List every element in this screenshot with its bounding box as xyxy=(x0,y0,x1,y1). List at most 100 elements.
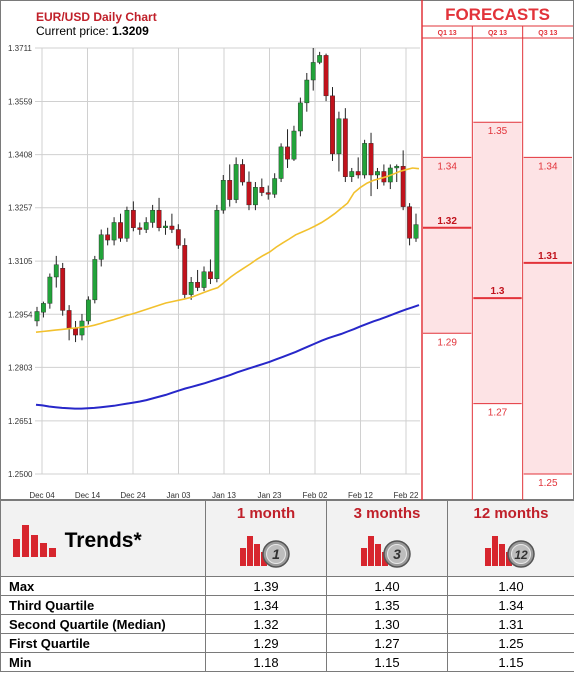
badge-inner xyxy=(511,544,531,564)
badge-number: 1 xyxy=(272,546,280,562)
candle-body xyxy=(220,180,226,211)
trends-col-3: 12 months 12 xyxy=(447,500,574,577)
candle xyxy=(105,227,111,246)
candle xyxy=(47,273,53,309)
candle-body xyxy=(259,187,265,193)
cell: 1.18 xyxy=(205,652,327,672)
candle xyxy=(34,306,40,327)
candle-body xyxy=(188,282,194,295)
candle-body xyxy=(368,143,374,176)
candle xyxy=(330,87,335,161)
forecast-level-label: 1.35 xyxy=(488,126,508,137)
row-label: Max xyxy=(0,576,206,596)
ma-short-line xyxy=(35,167,420,333)
candle xyxy=(137,222,143,235)
candle-body xyxy=(73,327,78,336)
candle-body xyxy=(227,180,233,200)
x-tick-label: Dec 04 xyxy=(29,491,55,500)
candle xyxy=(98,229,104,267)
candle-body xyxy=(143,222,149,230)
candle xyxy=(130,201,136,232)
candle-body xyxy=(124,209,130,239)
cell: 1.32 xyxy=(205,614,327,634)
candle xyxy=(169,213,175,234)
y-tick-label: 1.3711 xyxy=(8,44,32,53)
candle xyxy=(60,262,66,316)
candle xyxy=(214,204,220,283)
candle xyxy=(118,213,123,242)
bar xyxy=(361,548,367,566)
forecast-column-label: Q2 13 xyxy=(488,30,507,37)
candle xyxy=(227,164,233,207)
cell: 1.15 xyxy=(447,652,574,672)
candle-body xyxy=(265,192,271,195)
trends-col-label: 3 months xyxy=(353,505,421,522)
candle-body xyxy=(201,271,207,288)
candle-body xyxy=(285,146,290,160)
cell: 1.40 xyxy=(447,576,574,596)
candle xyxy=(265,185,271,200)
candle xyxy=(355,157,361,179)
candle xyxy=(163,220,168,235)
candle-body xyxy=(291,130,297,160)
candle-body xyxy=(355,171,361,176)
badge-number: 12 xyxy=(514,548,528,562)
candle-body xyxy=(85,299,91,322)
candle-body xyxy=(169,225,175,230)
badge-inner xyxy=(266,544,286,564)
y-axis-ticks: 1.3711 1.3559 1.3408 1.3257 1.3105 1.2954 1.28… xyxy=(8,44,33,479)
candle-body xyxy=(130,209,136,228)
candle xyxy=(175,224,181,249)
candle xyxy=(195,269,200,292)
candle-body xyxy=(317,55,323,63)
candle xyxy=(413,213,419,242)
forecast-title: FORECASTS xyxy=(445,5,550,24)
y-tick-label: 1.3559 xyxy=(8,97,33,106)
badge-inner xyxy=(387,544,407,564)
x-tick-label: Feb 02 xyxy=(303,491,328,500)
candle-body xyxy=(34,311,40,322)
forecast-level-label: 1.29 xyxy=(437,337,457,348)
trends-header-row: Trends* 1 month 1 3 months 3 12 months 12 xyxy=(0,500,574,577)
row-label: Third Quartile xyxy=(0,595,206,615)
candle-body xyxy=(253,187,258,206)
bar xyxy=(499,544,505,566)
row-label: Second Quartile (Median) xyxy=(0,614,206,634)
candle-body xyxy=(375,171,380,176)
forecast-panel: FORECASTS Q1 13 1.34 1.32 1.29 Q2 13 1.35 1.3 1.… xyxy=(421,0,573,500)
candle-body xyxy=(336,118,342,155)
candle xyxy=(233,157,239,204)
x-tick-label: Jan 13 xyxy=(212,491,237,500)
cell: 1.25 xyxy=(447,633,574,653)
table-row: Max 1.39 1.40 1.40 xyxy=(0,576,574,596)
bar-chart-badge-icon: 1 xyxy=(240,536,290,568)
candle-body xyxy=(150,209,156,223)
trends-title: Trends* xyxy=(64,528,142,552)
candle-body xyxy=(240,164,245,183)
cell: 1.31 xyxy=(447,614,574,634)
candle xyxy=(278,143,284,183)
ma-long-line xyxy=(35,304,420,410)
candle xyxy=(272,173,278,198)
candle-body xyxy=(163,225,168,228)
bar xyxy=(485,548,491,566)
current-price-value: 1.3209 xyxy=(112,24,149,38)
forecast-level-label: 1.25 xyxy=(538,478,558,489)
forecast-level-label: 1.31 xyxy=(538,251,558,262)
cell: 1.34 xyxy=(447,595,574,615)
candle xyxy=(111,217,117,246)
candle xyxy=(259,178,265,197)
candle xyxy=(297,97,303,137)
forecast-level-label: 1.27 xyxy=(488,408,508,419)
table-row: Second Quartile (Median) 1.32 1.30 1.31 xyxy=(0,614,574,634)
y-tick-label: 1.3105 xyxy=(8,257,33,266)
x-tick-label: Feb 12 xyxy=(348,491,373,500)
candle-body xyxy=(92,259,98,301)
candle xyxy=(362,139,368,179)
candle-body xyxy=(323,55,329,97)
y-tick-label: 1.2954 xyxy=(8,310,33,319)
trends-table: Trends* 1 month 1 3 months 3 12 months 12 M… xyxy=(0,500,574,672)
x-tick-label: Feb 22 xyxy=(394,491,419,500)
x-tick-label: Jan 03 xyxy=(166,491,191,500)
cell: 1.30 xyxy=(326,614,448,634)
